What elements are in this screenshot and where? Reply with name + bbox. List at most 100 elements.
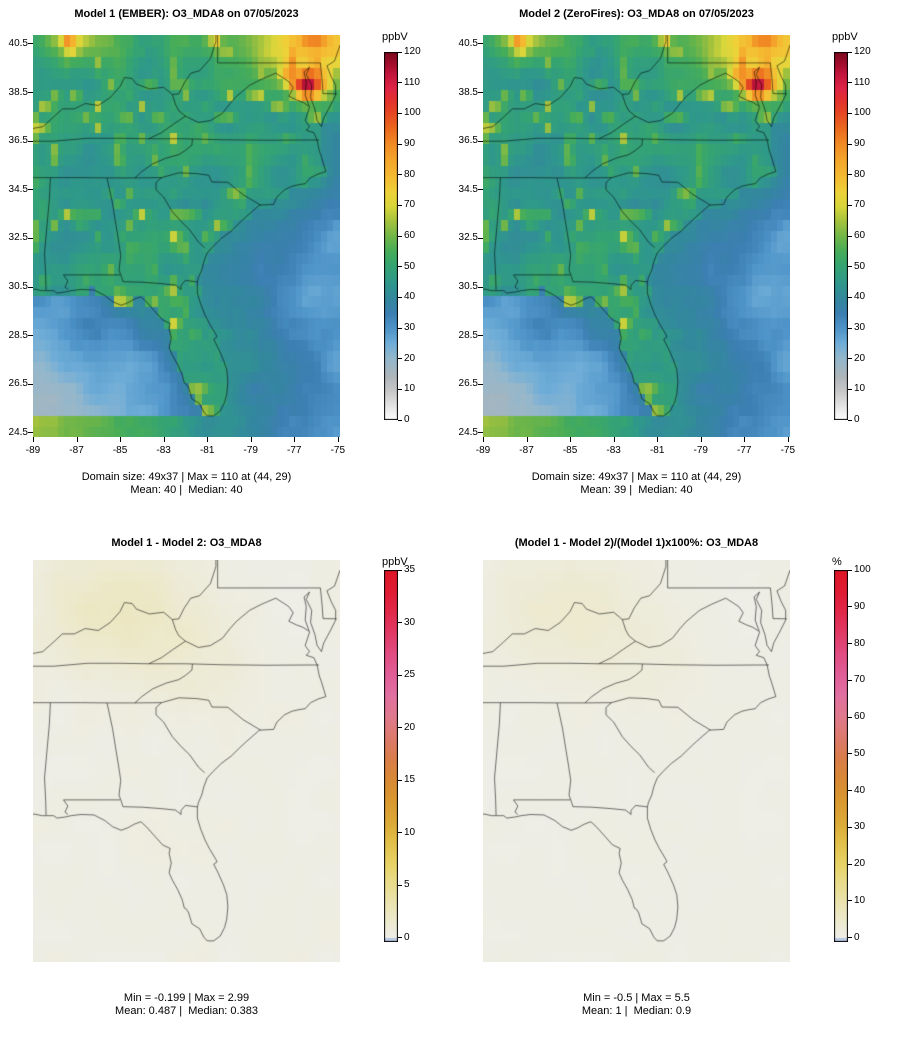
x-axis-tick — [76, 437, 78, 442]
colorbar-tick — [848, 606, 852, 608]
colorbar-unit-label: ppbV — [382, 31, 408, 43]
y-axis-tick — [28, 432, 33, 434]
colorbar-gradient — [384, 570, 398, 942]
x-axis-tick — [570, 437, 572, 442]
colorbar-tick — [848, 112, 852, 114]
colorbar-tick-label: 20 — [854, 352, 866, 364]
colorbar-tick — [398, 832, 402, 834]
y-axis-tick — [478, 140, 483, 142]
map-plot-area — [483, 560, 790, 962]
colorbar-unit-label: ppbV — [382, 556, 408, 568]
x-axis-tick — [744, 437, 746, 442]
x-axis-tick — [787, 437, 789, 442]
colorbar-tick-label: 70 — [854, 674, 866, 686]
map-plot-area — [33, 35, 340, 437]
colorbar-tick — [848, 753, 852, 755]
colorbar-unit-label: ppbV — [832, 31, 858, 43]
colorbar-tick-label: 10 — [404, 383, 416, 395]
x-axis-tick — [33, 437, 34, 442]
x-axis-tick-label: -87 — [519, 445, 534, 456]
panel-title: Model 1 (EMBER): O3_MDA8 on 07/05/2023 — [74, 8, 299, 20]
colorbar-tick — [398, 112, 402, 114]
colorbar-tick — [848, 358, 852, 360]
panel-model1: Model 1 (EMBER): O3_MDA8 on 07/05/2023 p… — [0, 0, 450, 522]
y-axis-tick — [28, 286, 33, 288]
colorbar-tick — [848, 679, 852, 681]
colorbar-tick-label: 100 — [854, 564, 871, 575]
colorbar-tick-label: 30 — [404, 616, 416, 628]
x-axis-tick-label: -77 — [287, 445, 302, 456]
heatmap-raster — [33, 35, 340, 437]
y-axis-tick — [478, 335, 483, 337]
colorbar-tick-label: 90 — [854, 600, 866, 612]
colorbar-tick — [398, 884, 402, 886]
colorbar-tick-label: 50 — [854, 747, 866, 759]
colorbar-tick — [848, 174, 852, 176]
x-axis-tick-label: -79 — [693, 445, 708, 456]
x-axis-tick-label: -85 — [112, 445, 128, 456]
x-axis-tick-label: -89 — [25, 445, 41, 456]
x-axis-tick-label: -81 — [649, 445, 665, 456]
x-axis-tick-label: -79 — [243, 445, 258, 456]
y-axis-tick-label: 26.5 — [458, 378, 478, 390]
colorbar-tick-label: 80 — [854, 168, 866, 180]
colorbar-tick — [848, 863, 852, 865]
y-axis-tick — [28, 383, 33, 385]
colorbar-tick-label: 30 — [404, 322, 416, 333]
colorbar-tick — [398, 296, 402, 298]
colorbar-tick — [398, 419, 402, 421]
colorbar-tick — [848, 790, 852, 792]
x-axis-tick — [700, 437, 702, 442]
colorbar-tick-label: 80 — [404, 168, 416, 180]
caption-line2: Mean: 1 | Median: 0.9 — [581, 1005, 692, 1017]
colorbar-gradient — [384, 52, 398, 420]
colorbar-tick-label: 40 — [404, 291, 416, 303]
colorbar-tick — [848, 937, 852, 939]
y-axis-tick-label: 38.5 — [458, 86, 478, 98]
x-axis-tick-label: -87 — [69, 445, 84, 456]
colorbar-tick — [848, 643, 852, 645]
colorbar-tick — [848, 296, 852, 298]
heatmap-raster — [483, 560, 790, 962]
colorbar-tick — [398, 174, 402, 176]
colorbar-tick-label: 10 — [854, 383, 866, 395]
y-axis-tick-label: 28.5 — [458, 329, 478, 341]
colorbar-tick — [398, 727, 402, 729]
colorbar-tick-label: 40 — [854, 784, 866, 796]
colorbar-tick — [848, 235, 852, 237]
colorbar-tick-label: 20 — [404, 352, 416, 364]
x-axis-tick — [120, 437, 122, 442]
x-axis-tick-label: -83 — [606, 445, 621, 456]
panel-difference: Model 1 - Model 2: O3_MDA8 ppbV Min = -0… — [0, 523, 450, 1045]
colorbar-tick-label: 0 — [854, 931, 860, 943]
colorbar-tick-label: 50 — [404, 260, 416, 272]
caption-line2: Mean: 39 | Median: 40 — [580, 484, 693, 496]
colorbar-tick — [848, 900, 852, 902]
colorbar-tick-label: 0 — [854, 414, 860, 425]
colorbar-tick — [848, 204, 852, 206]
y-axis-tick-label: 38.5 — [8, 86, 28, 98]
colorbar-tick — [398, 82, 402, 84]
colorbar-tick-label: 20 — [404, 721, 416, 733]
x-axis-tick — [613, 437, 615, 442]
colorbar-tick — [398, 622, 402, 624]
y-axis-tick — [28, 237, 33, 239]
y-axis-tick — [28, 189, 33, 191]
y-axis-tick — [478, 383, 483, 385]
y-axis-tick — [478, 432, 483, 434]
x-axis-tick — [250, 437, 252, 442]
x-axis-tick-label: -89 — [475, 445, 491, 456]
y-axis-tick — [478, 92, 483, 94]
x-axis-tick-label: -77 — [737, 445, 752, 456]
x-axis-tick — [207, 437, 209, 442]
colorbar-unit-label: % — [832, 556, 842, 568]
colorbar-tick-label: 0 — [404, 414, 410, 425]
colorbar-gradient — [834, 570, 848, 942]
caption-line1: Domain size: 49x37 | Max = 110 at (44, 2… — [81, 471, 292, 483]
y-axis-tick-label: 28.5 — [8, 329, 28, 341]
x-axis-tick-label: -75 — [330, 445, 346, 456]
colorbar-tick — [848, 82, 852, 84]
y-axis-tick-label: 30.5 — [458, 281, 478, 293]
colorbar-tick-label: 35 — [404, 564, 416, 575]
y-axis-tick — [478, 43, 483, 45]
